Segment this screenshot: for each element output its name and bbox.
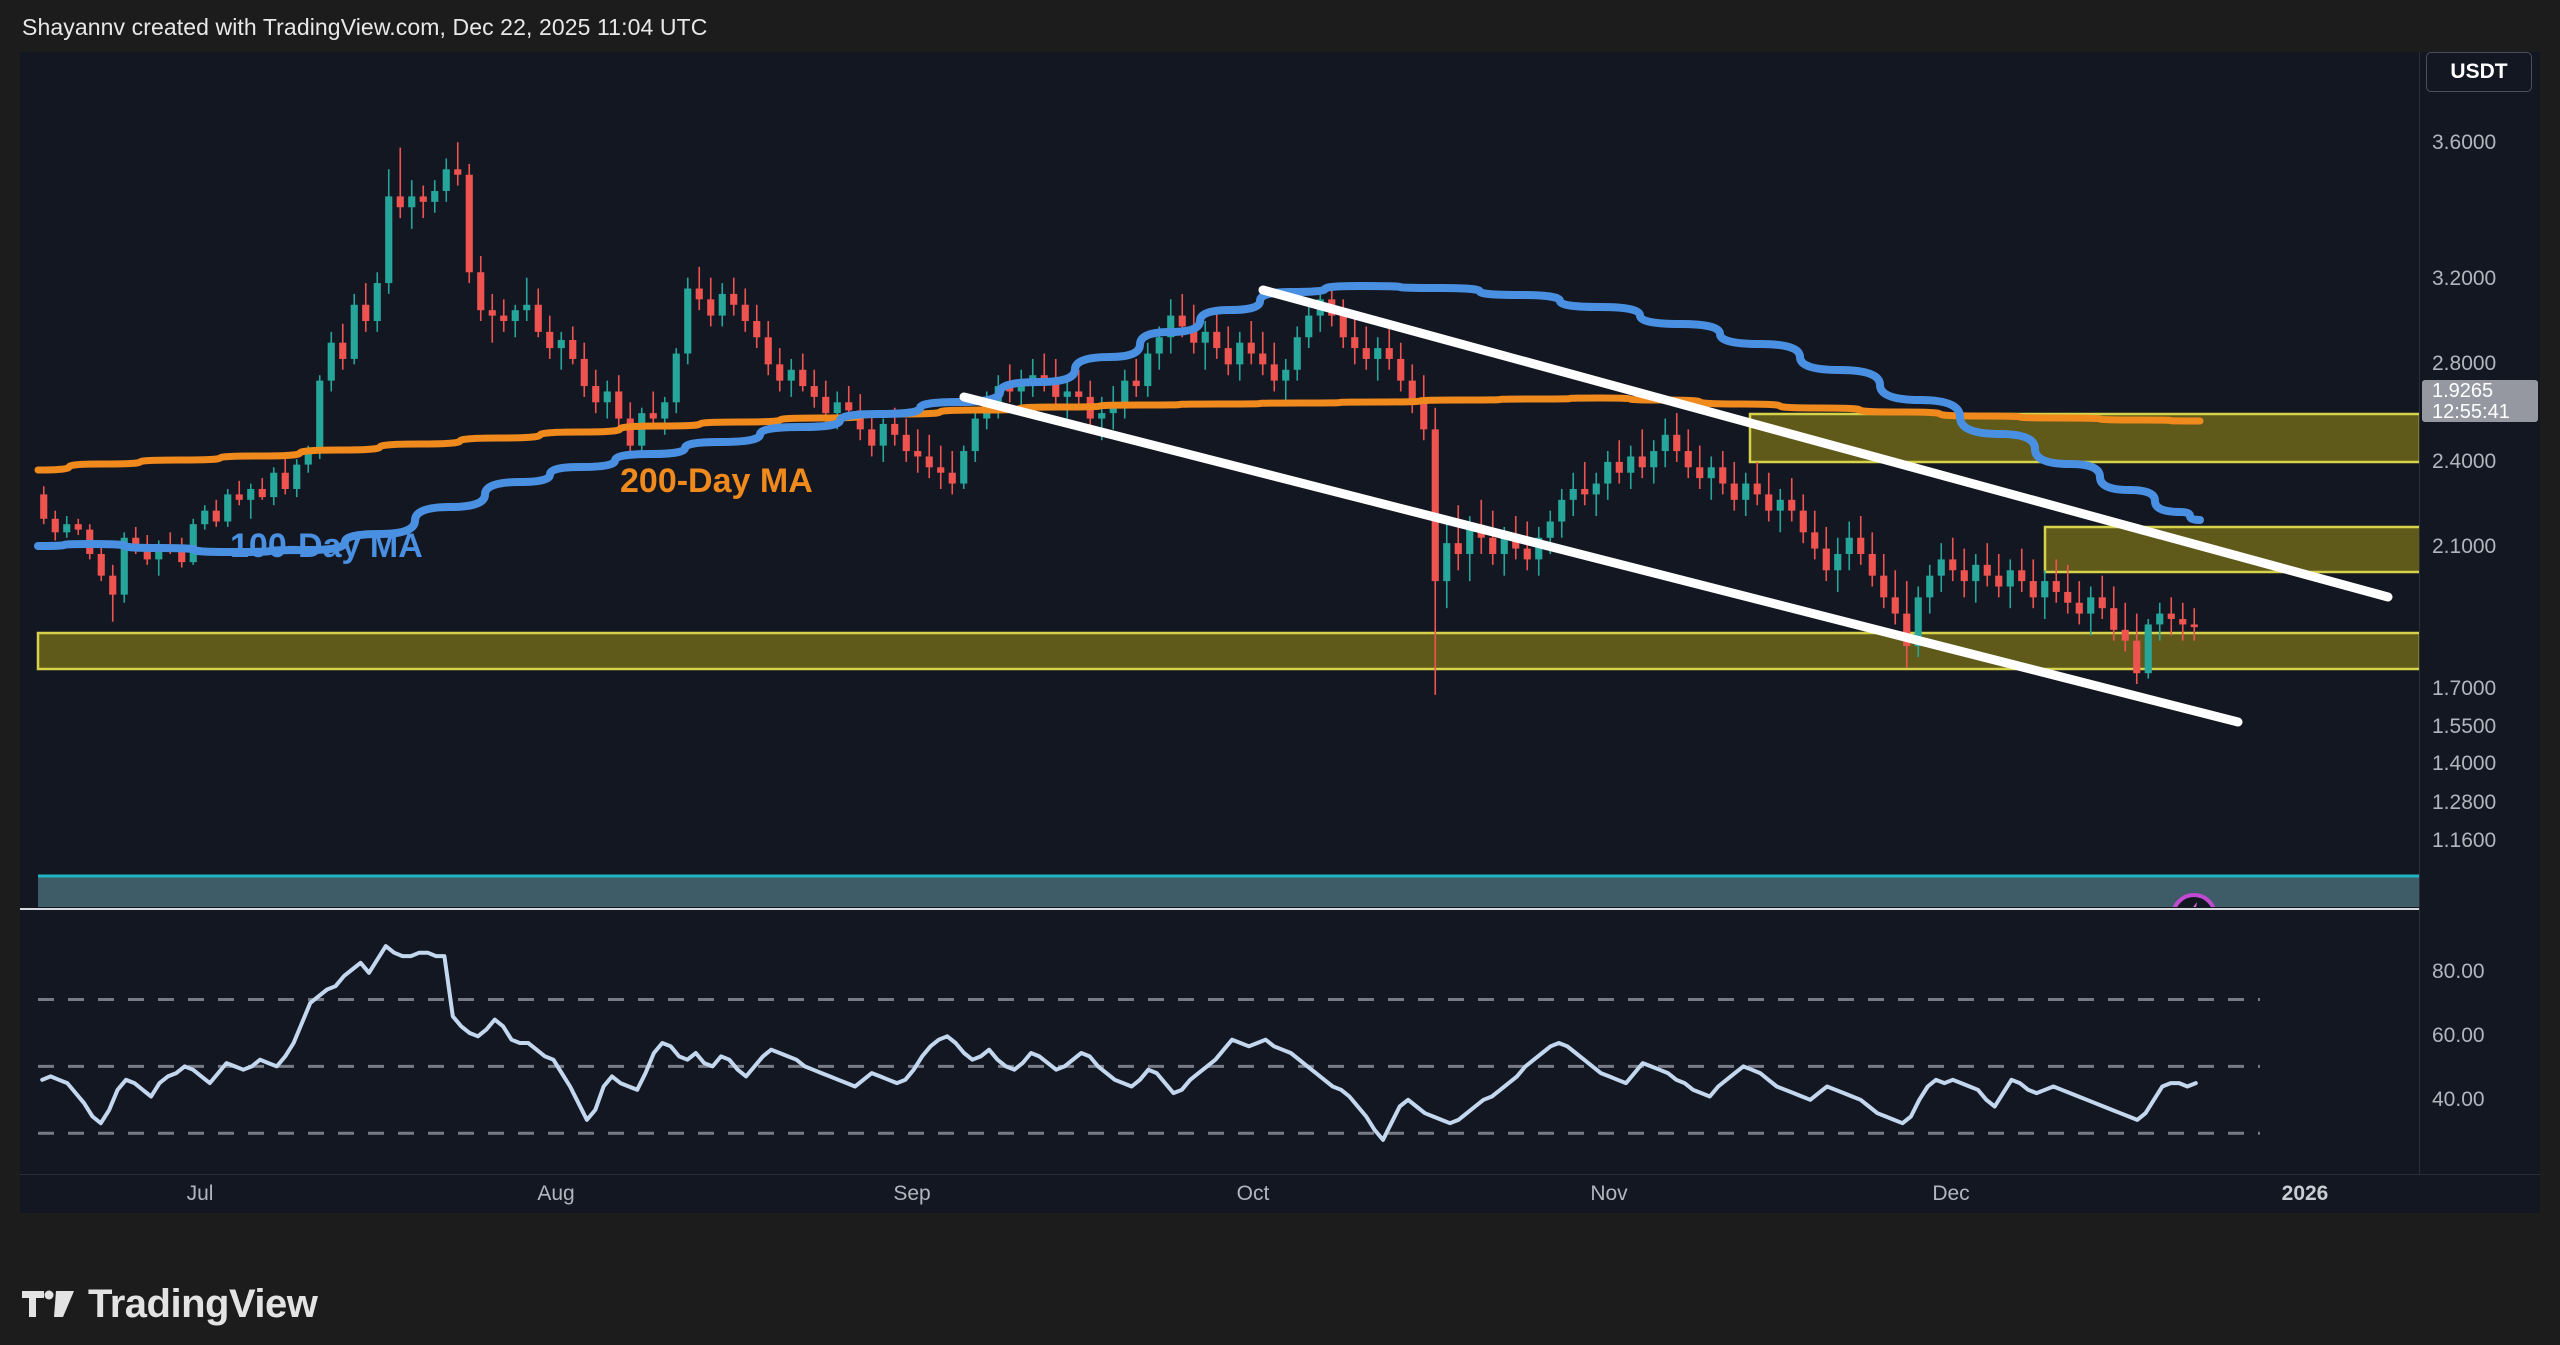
time-tick-oct: Oct [1236, 1182, 1270, 1205]
rsi-tick-60: 60.00 [2432, 1024, 2485, 1047]
deep-support-band-layer [38, 874, 2420, 907]
upper-resistance [1258, 285, 2393, 602]
last-price-value: 1.9265 [2432, 380, 2494, 402]
tradingview-wordmark: TradingView [88, 1282, 318, 1326]
price-tick-3.6000: 3.6000 [2432, 131, 2497, 154]
resistance-zone-mid [2043, 525, 2420, 574]
footer-branding: TradingView [22, 1282, 318, 1327]
price-scale[interactable]: USDT 3.6000 3.2000 2.8000 2.4000 2.1000 … [2419, 52, 2540, 1212]
time-tick-jul: Jul [186, 1182, 214, 1205]
price-tick-1.1600: 1.1600 [2432, 829, 2497, 852]
currency-badge[interactable]: USDT [2426, 52, 2532, 92]
price-tick-1.2800: 1.2800 [2432, 791, 2497, 814]
lightning-bolt-icon[interactable] [2170, 892, 2218, 907]
rsi-tick-80: 80.00 [2432, 960, 2485, 983]
support-zone-main [36, 631, 2420, 671]
tradingview-logo-icon [22, 1290, 74, 1317]
time-tick-nov: Nov [1590, 1182, 1628, 1205]
last-price-time: 12:55:41 [2432, 401, 2510, 423]
ma100-line [34, 282, 2204, 556]
rsi-line [40, 944, 2198, 1142]
attribution-text: Shayannv created with TradingView.com, D… [22, 14, 708, 40]
price-tick-2.4000: 2.4000 [2432, 450, 2497, 473]
price-chart-svg: 100-Day MA 200-Day MA [20, 52, 2420, 907]
price-tick-1.7000: 1.7000 [2432, 677, 2497, 700]
price-pane[interactable]: 100-Day MA 200-Day MA [20, 52, 2420, 907]
rsi-pane-background [20, 914, 2420, 1172]
time-tick-sep: Sep [893, 1182, 931, 1205]
price-tick-1.5500: 1.5500 [2432, 715, 2497, 738]
deep-support-band [38, 876, 2420, 907]
last-price-badge: 1.9265 12:55:41 [2422, 380, 2538, 423]
pane-separator [20, 908, 2540, 910]
price-zones-layer [36, 412, 2420, 671]
rsi-pane[interactable] [20, 914, 2420, 1172]
rsi-chart-svg [20, 914, 2420, 1172]
price-tick-3.2000: 3.2000 [2432, 267, 2497, 290]
ma200-annotation-label: 200-Day MA [620, 462, 813, 500]
time-tick-aug: Aug [537, 1182, 575, 1205]
ma100-annotation-label: 100-Day MA [230, 527, 423, 565]
rsi-tick-40: 40.00 [2432, 1088, 2485, 1111]
rsi-reference-lines [38, 998, 2260, 1135]
time-tick-2026: 2026 [2281, 1182, 2329, 1205]
ma200-line [34, 394, 2204, 474]
price-tick-1.4000: 1.4000 [2432, 752, 2497, 775]
time-tick-dec: Dec [1932, 1182, 1970, 1205]
chart-frame: 100-Day MA 200-Day MA USDT 3.6000 3.2000 [20, 52, 2540, 1213]
price-tick-2.1000: 2.1000 [2432, 535, 2497, 558]
lower-support [959, 392, 2243, 727]
price-tick-2.8000: 2.8000 [2432, 352, 2497, 375]
trendlines-layer [959, 285, 2393, 727]
time-scale[interactable]: Jul Aug Sep Oct Nov Dec 2026 [20, 1174, 2540, 1213]
price-pane-background [20, 52, 2420, 907]
